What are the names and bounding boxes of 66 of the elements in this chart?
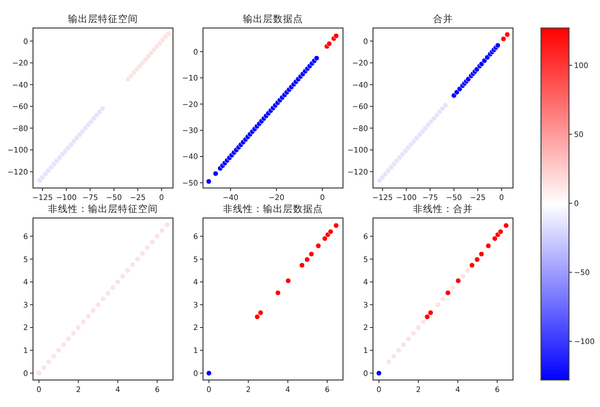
point [474,256,480,262]
point [391,161,397,167]
chart-title: 输出层数据点 [243,13,303,25]
point [140,250,146,256]
point [254,314,260,320]
point [308,251,314,257]
point [76,324,82,330]
point [285,278,292,284]
point [110,284,116,290]
chart-title: 合并 [433,13,453,25]
point [314,55,320,62]
point [322,236,328,242]
point [504,32,510,38]
point [450,284,456,290]
point [100,296,106,302]
point [500,36,506,42]
point [62,148,68,154]
point [134,256,140,262]
point [402,148,408,154]
point [440,296,446,302]
point [376,370,382,376]
point [258,310,264,316]
point [40,174,46,180]
point [440,106,446,112]
point [503,222,509,228]
point [212,170,218,176]
point [46,358,52,365]
point [386,358,392,365]
point [100,106,106,112]
point [406,336,412,342]
chart-title: 输出层特征空间 [68,13,138,25]
point [316,242,322,249]
point [206,178,212,184]
point [333,222,339,228]
point [445,290,451,296]
point [333,33,339,39]
point [424,314,430,320]
point [51,161,57,167]
point [154,233,160,240]
point [131,70,137,76]
point [124,268,130,274]
point [328,228,334,235]
point [60,342,66,348]
point [428,310,434,316]
point [206,370,212,376]
point [498,228,504,235]
point [66,336,72,342]
point [160,37,166,43]
point [464,268,470,274]
point [451,92,457,98]
point [416,324,422,330]
point [326,40,332,47]
point [400,342,406,348]
point [304,256,310,262]
chart-title: 非线性：输出层特征空间 [48,203,158,215]
chart-title: 非线性：合并 [413,203,473,215]
point [380,174,386,180]
point [299,262,305,268]
chart-title: 非线性：输出层数据点 [223,203,323,215]
point [469,262,475,268]
point [455,278,462,284]
point [492,236,498,242]
point [478,251,484,257]
point [486,242,492,249]
point [90,308,96,314]
point [275,290,281,296]
